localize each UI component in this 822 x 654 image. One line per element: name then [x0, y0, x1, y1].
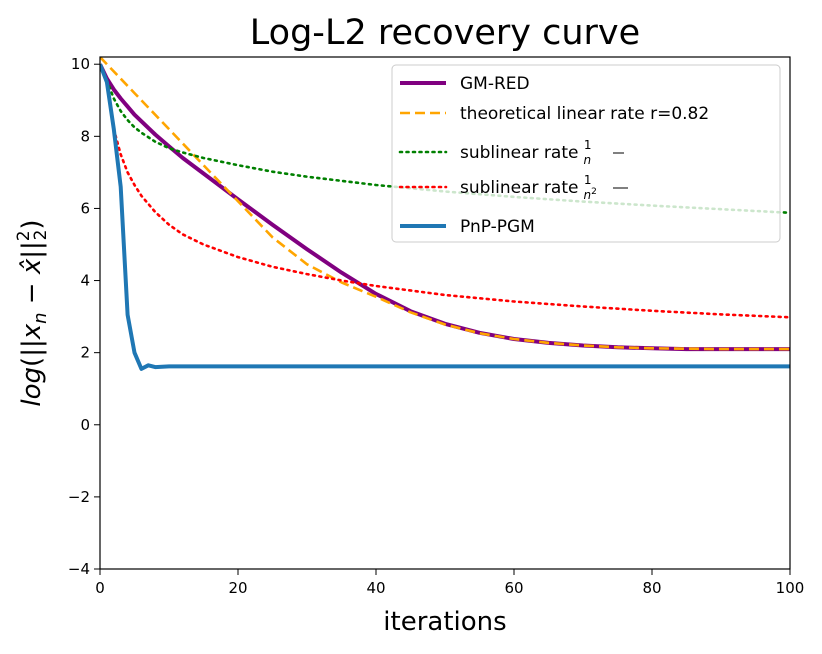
legend-label-theoretical-linear-rate: theoretical linear rate r=0.82 [460, 104, 709, 124]
plot-frame [99, 56, 791, 570]
x-tick-label: 80 [642, 579, 661, 597]
legend-label-gm-red: GM-RED [460, 74, 530, 94]
chart-title: Log-L2 recovery curve [250, 13, 640, 53]
series-line-sublinear-rate-1-n-2 [112, 127, 790, 319]
legend-fraction-exp: 2 [591, 187, 597, 197]
series-line-pnp-pgm [100, 63, 790, 371]
svg-text:log(||xn − x̂||22): log(||xn − x̂||22) [14, 219, 51, 406]
legend-fraction-den: n [584, 188, 592, 202]
x-tick-label: 60 [504, 579, 523, 597]
y-tick-label: −4 [68, 560, 90, 578]
y-tick-label: 2 [80, 344, 90, 362]
legend-fraction-den: n [584, 153, 592, 167]
y-axis-label: log(||xn − x̂||22) [14, 219, 51, 406]
legend-fraction-num: 1 [584, 138, 592, 152]
y-tick-label: 4 [80, 272, 90, 290]
series-line-theoretical-linear-rate [100, 57, 790, 351]
series-layer [100, 57, 790, 371]
legend-label-sublinear-rate-1-n-2: sublinear rate 1 n2 [460, 173, 597, 202]
legend-fraction-num: 1 [584, 173, 592, 187]
y-tick-label: −2 [68, 488, 90, 506]
x-tick-label: 20 [228, 579, 247, 597]
x-axis-label: iterations [383, 607, 506, 637]
x-tick-label: 0 [95, 579, 105, 597]
y-tick-label: 6 [80, 199, 90, 217]
x-tick-label: 100 [776, 579, 805, 597]
legend: GM-RED theoretical linear rate r=0.82 subl… [391, 64, 781, 243]
y-tick-label: 8 [80, 127, 90, 145]
legend-label-pnp-pgm: PnP-PGM [460, 217, 535, 237]
y-tick-label: 0 [80, 416, 90, 434]
x-axis: 0 20 40 60 80 100 [95, 569, 804, 597]
y-axis: −4 −2 0 2 4 6 8 10 [68, 55, 100, 578]
y-tick-label: 10 [71, 55, 90, 73]
x-tick-label: 40 [366, 579, 385, 597]
